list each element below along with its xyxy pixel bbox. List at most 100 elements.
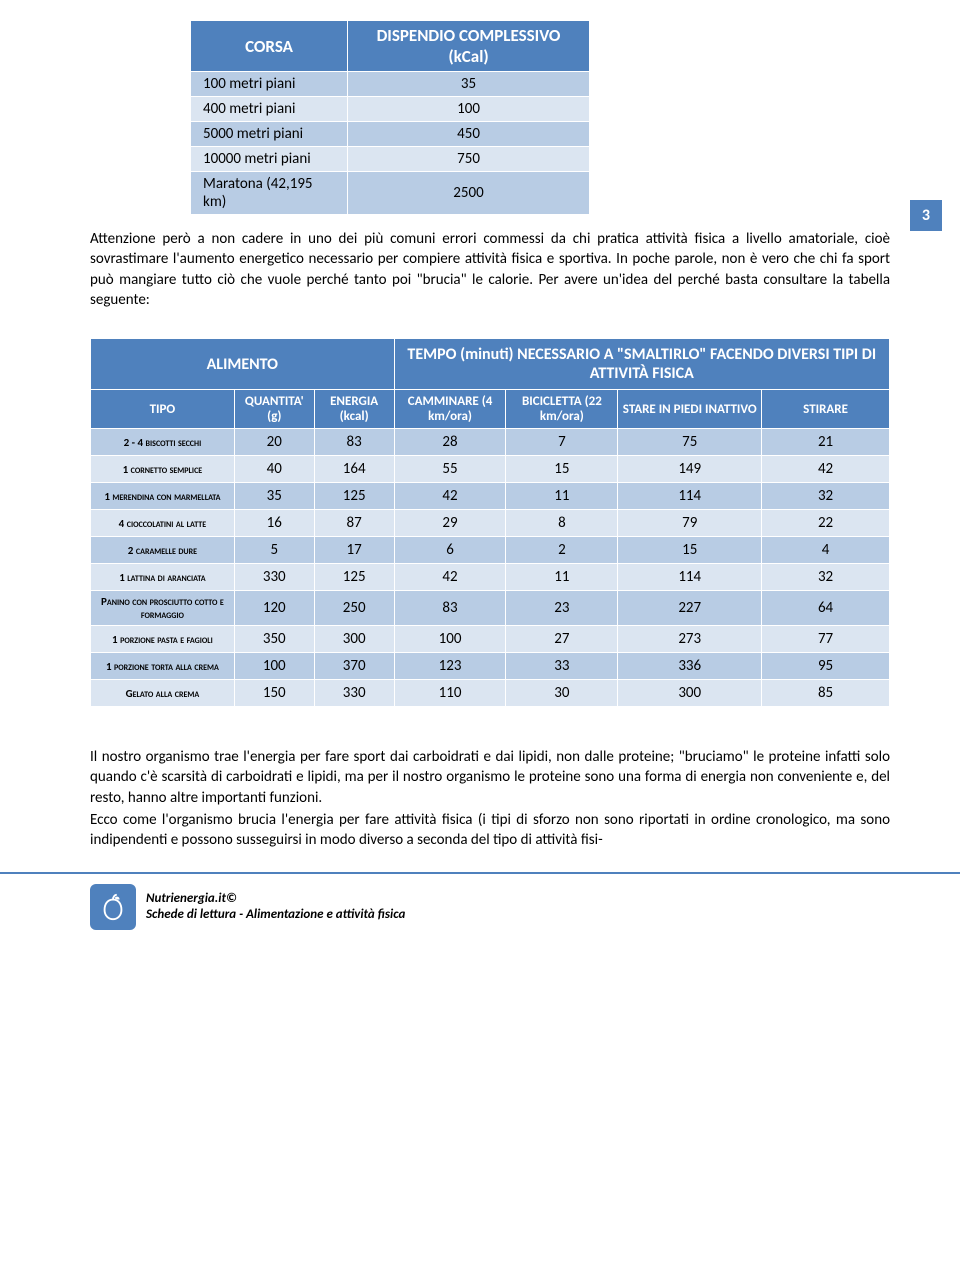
table-row: 1 merendina con marmellata35125421111432 — [91, 483, 890, 510]
table-row: 1 porzione torta alla crema1003701233333… — [91, 653, 890, 680]
table-row: Maratona (42,195 km)2500 — [191, 172, 590, 215]
sub-camminare: CAMMINARE (4 km/ora) — [394, 390, 506, 429]
bicicletta-cell: 23 — [506, 591, 618, 626]
corsa-label: 5000 metri piani — [191, 122, 348, 147]
energia-cell: 330 — [314, 680, 394, 707]
corsa-label: 400 metri piani — [191, 97, 348, 122]
quantita-cell: 5 — [234, 537, 314, 564]
camminare-cell: 42 — [394, 483, 506, 510]
stare-cell: 79 — [618, 510, 762, 537]
quantita-cell: 40 — [234, 456, 314, 483]
bicicletta-cell: 2 — [506, 537, 618, 564]
corsa-label: Maratona (42,195 km) — [191, 172, 348, 215]
camminare-cell: 123 — [394, 653, 506, 680]
stare-cell: 15 — [618, 537, 762, 564]
stirare-cell: 42 — [762, 456, 890, 483]
quantita-cell: 150 — [234, 680, 314, 707]
paragraph-2: Il nostro organismo trae l'energia per f… — [90, 747, 890, 808]
stirare-cell: 21 — [762, 429, 890, 456]
footer: Nutrienergia.it© Schede di lettura - Ali… — [0, 872, 960, 950]
table-row: 2 caramelle dure51762154 — [91, 537, 890, 564]
bicicletta-cell: 15 — [506, 456, 618, 483]
tempo-header: TEMPO (minuti) NECESSARIO A "SMALTIRLO" … — [394, 339, 889, 390]
table-row: 10000 metri piani750 — [191, 147, 590, 172]
sub-quantita: QUANTITA' (g) — [234, 390, 314, 429]
stare-cell: 273 — [618, 626, 762, 653]
corsa-label: 100 metri piani — [191, 72, 348, 97]
table-row: 4 cioccolatini al latte16872987922 — [91, 510, 890, 537]
corsa-header: CORSA — [191, 21, 348, 72]
stare-cell: 227 — [618, 591, 762, 626]
tipo-cell: 1 porzione torta alla crema — [91, 653, 235, 680]
corsa-value: 35 — [348, 72, 590, 97]
stare-cell: 114 — [618, 564, 762, 591]
tipo-cell: 1 porzione pasta e fagioli — [91, 626, 235, 653]
tipo-cell: 2 caramelle dure — [91, 537, 235, 564]
energia-cell: 250 — [314, 591, 394, 626]
stare-cell: 300 — [618, 680, 762, 707]
paragraph-1: Attenzione però a non cadere in uno dei … — [90, 229, 890, 310]
apple-icon — [90, 884, 136, 930]
table-row: 5000 metri piani450 — [191, 122, 590, 147]
stirare-cell: 95 — [762, 653, 890, 680]
camminare-cell: 55 — [394, 456, 506, 483]
table-row: 1 lattina di aranciata330125421111432 — [91, 564, 890, 591]
camminare-cell: 100 — [394, 626, 506, 653]
stirare-cell: 22 — [762, 510, 890, 537]
stirare-cell: 64 — [762, 591, 890, 626]
corsa-value: 450 — [348, 122, 590, 147]
footer-text: Nutrienergia.it© Schede di lettura - Ali… — [146, 891, 405, 924]
stirare-cell: 32 — [762, 564, 890, 591]
bicicletta-cell: 8 — [506, 510, 618, 537]
bicicletta-cell: 7 — [506, 429, 618, 456]
tipo-cell: 4 cioccolatini al latte — [91, 510, 235, 537]
camminare-cell: 29 — [394, 510, 506, 537]
corsa-label: 10000 metri piani — [191, 147, 348, 172]
camminare-cell: 42 — [394, 564, 506, 591]
energia-cell: 17 — [314, 537, 394, 564]
stirare-cell: 85 — [762, 680, 890, 707]
energia-cell: 125 — [314, 564, 394, 591]
energia-cell: 164 — [314, 456, 394, 483]
bicicletta-cell: 11 — [506, 483, 618, 510]
paragraph-3: Ecco come l'organismo brucia l'energia p… — [90, 810, 890, 851]
stare-cell: 336 — [618, 653, 762, 680]
stirare-cell: 77 — [762, 626, 890, 653]
alimento-table: ALIMENTO TEMPO (minuti) NECESSARIO A "SM… — [90, 338, 890, 707]
tipo-cell: 1 cornetto semplice — [91, 456, 235, 483]
footer-line1: Nutrienergia.it© — [146, 891, 405, 907]
camminare-cell: 83 — [394, 591, 506, 626]
camminare-cell: 110 — [394, 680, 506, 707]
camminare-cell: 6 — [394, 537, 506, 564]
corsa-value: 100 — [348, 97, 590, 122]
corsa-value: 750 — [348, 147, 590, 172]
table-row: Panino con prosciutto cotto e formaggio1… — [91, 591, 890, 626]
table-row: 400 metri piani100 — [191, 97, 590, 122]
sub-tipo: TIPO — [91, 390, 235, 429]
quantita-cell: 35 — [234, 483, 314, 510]
energia-cell: 83 — [314, 429, 394, 456]
table-row: 1 porzione pasta e fagioli35030010027273… — [91, 626, 890, 653]
stare-cell: 149 — [618, 456, 762, 483]
quantita-cell: 16 — [234, 510, 314, 537]
bicicletta-cell: 30 — [506, 680, 618, 707]
tipo-cell: Panino con prosciutto cotto e formaggio — [91, 591, 235, 626]
sub-stare: STARE IN PIEDI INATTIVO — [618, 390, 762, 429]
quantita-cell: 20 — [234, 429, 314, 456]
table-row: 1 cornetto semplice40164551514942 — [91, 456, 890, 483]
stare-cell: 114 — [618, 483, 762, 510]
page-number-badge: 3 — [910, 200, 942, 231]
dispendio-header: DISPENDIO COMPLESSIVO (kCal) — [348, 21, 590, 72]
table-row: 100 metri piani35 — [191, 72, 590, 97]
quantita-cell: 350 — [234, 626, 314, 653]
corsa-value: 2500 — [348, 172, 590, 215]
energia-cell: 125 — [314, 483, 394, 510]
quantita-cell: 100 — [234, 653, 314, 680]
stare-cell: 75 — [618, 429, 762, 456]
corsa-table: CORSA DISPENDIO COMPLESSIVO (kCal) 100 m… — [190, 20, 590, 215]
sub-bicicletta: BICICLETTA (22 km/ora) — [506, 390, 618, 429]
alimento-header: ALIMENTO — [91, 339, 395, 390]
stirare-cell: 4 — [762, 537, 890, 564]
table-row: 2 - 4 biscotti secchi20832877521 — [91, 429, 890, 456]
bicicletta-cell: 33 — [506, 653, 618, 680]
